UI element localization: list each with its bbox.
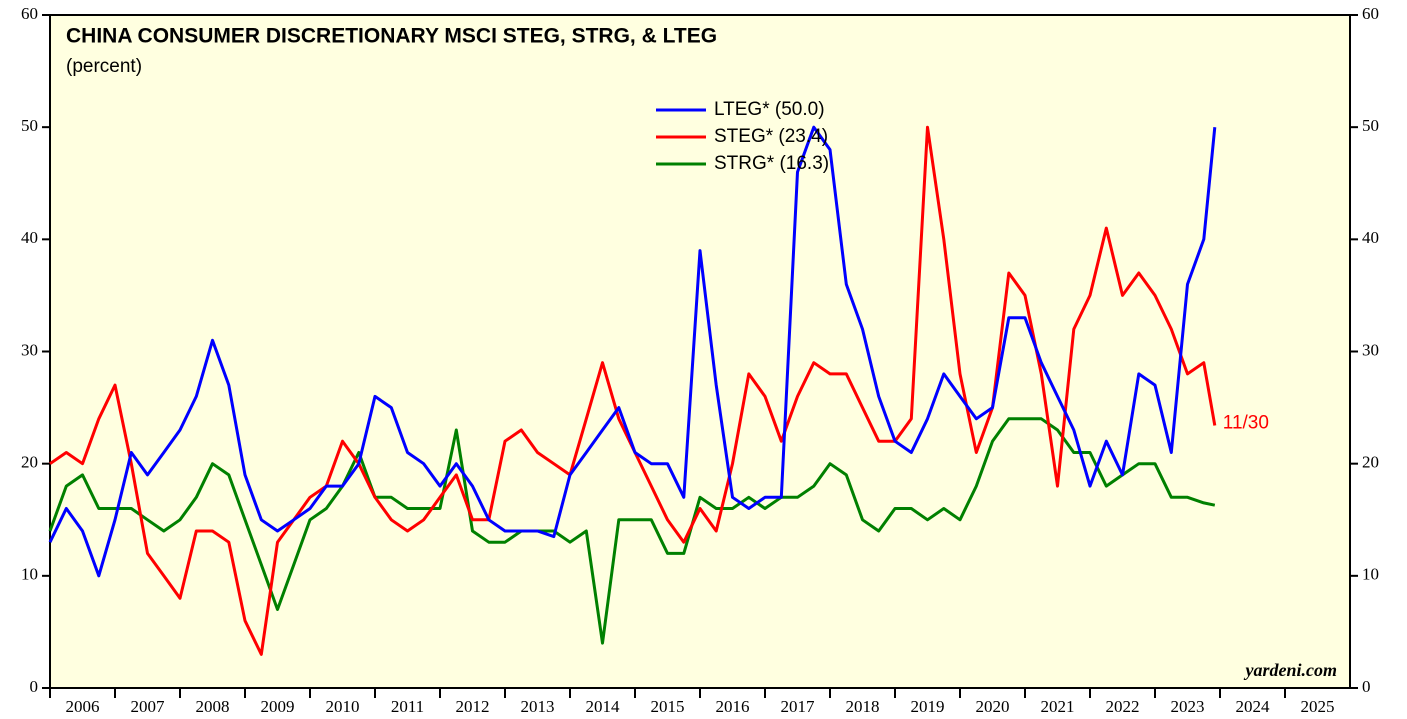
x-tick-label: 2006 xyxy=(66,697,100,716)
y-tick-label: 10 xyxy=(21,565,38,584)
x-tick-label: 2020 xyxy=(976,697,1010,716)
x-tick-label: 2012 xyxy=(456,697,490,716)
x-tick-label: 2023 xyxy=(1171,697,1205,716)
y-tick-label: 30 xyxy=(21,340,38,359)
y2-tick-label: 40 xyxy=(1362,228,1379,247)
legend-label: STRG* (16.3) xyxy=(714,153,829,174)
y-tick-label: 60 xyxy=(21,4,38,23)
y-tick-label: 20 xyxy=(21,453,38,472)
y-tick-label: 40 xyxy=(21,228,38,247)
end-date-label: 11/30 xyxy=(1223,413,1269,434)
x-tick-label: 2010 xyxy=(326,697,360,716)
y2-tick-label: 20 xyxy=(1362,453,1379,472)
x-tick-label: 2014 xyxy=(586,697,621,716)
y2-tick-label: 0 xyxy=(1362,677,1371,696)
x-tick-label: 2007 xyxy=(131,697,166,716)
x-tick-label: 2022 xyxy=(1106,697,1140,716)
y-tick-label: 50 xyxy=(21,116,38,135)
x-tick-label: 2025 xyxy=(1301,697,1335,716)
x-tick-label: 2018 xyxy=(846,697,880,716)
x-tick-label: 2019 xyxy=(911,697,945,716)
x-tick-label: 2015 xyxy=(651,697,685,716)
series-line xyxy=(48,417,1216,645)
legend-label: STEG* (23.4) xyxy=(714,126,828,147)
x-tick-label: 2021 xyxy=(1041,697,1075,716)
x-tick-label: 2009 xyxy=(261,697,295,716)
chart-subtitle: (percent) xyxy=(66,56,142,77)
plot-area xyxy=(49,14,1351,689)
x-tick-label: 2013 xyxy=(521,697,555,716)
chart-title: CHINA CONSUMER DISCRETIONARY MSCI STEG, … xyxy=(66,25,717,48)
x-tick-label: 2017 xyxy=(781,697,816,716)
x-tick-label: 2016 xyxy=(716,697,750,716)
series-line xyxy=(48,125,1217,578)
x-tick-label: 2011 xyxy=(391,697,424,716)
legend-label: LTEG* (50.0) xyxy=(714,99,825,120)
y2-tick-label: 60 xyxy=(1362,4,1379,23)
y2-tick-label: 30 xyxy=(1362,340,1379,359)
y2-tick-label: 50 xyxy=(1362,116,1379,135)
x-tick-label: 2024 xyxy=(1236,697,1271,716)
y-tick-label: 0 xyxy=(30,677,39,696)
x-tick-label: 2008 xyxy=(196,697,230,716)
source: yardeni.com xyxy=(1244,660,1338,680)
y2-tick-label: 10 xyxy=(1362,565,1379,584)
